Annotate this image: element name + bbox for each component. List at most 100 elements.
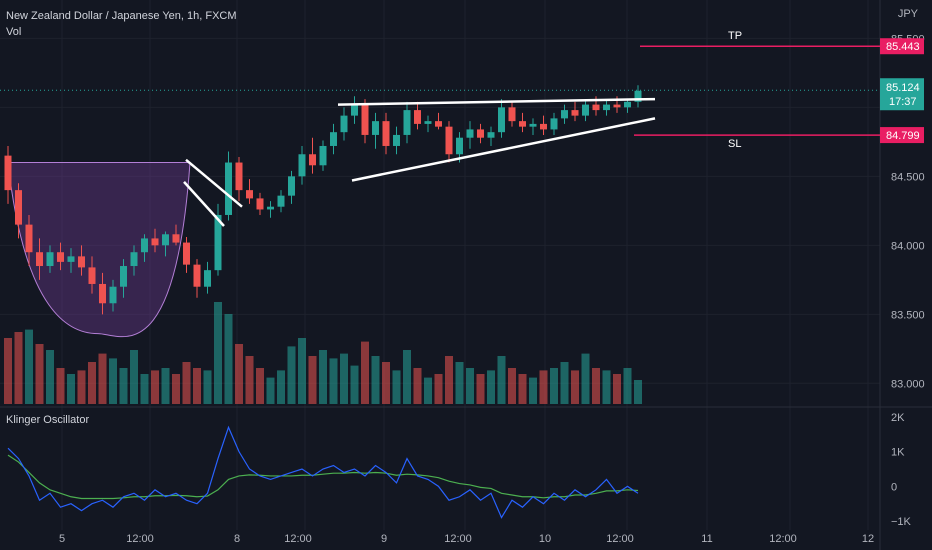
candle[interactable] <box>613 104 621 108</box>
axis-currency: JPY <box>897 8 918 20</box>
candle[interactable] <box>550 118 558 130</box>
wedge-lower-line[interactable] <box>351 117 656 182</box>
candle[interactable] <box>634 90 642 102</box>
flag-upper-line[interactable] <box>185 158 243 208</box>
candle[interactable] <box>130 252 138 267</box>
time-axis-tick: 5 <box>59 533 65 545</box>
volume-bar <box>445 356 453 404</box>
volume-bar <box>571 370 579 404</box>
candle[interactable] <box>151 238 159 246</box>
volume-bar <box>518 374 527 404</box>
candle[interactable] <box>36 252 43 267</box>
candle[interactable] <box>214 214 222 271</box>
volume-bar <box>403 350 411 404</box>
candle[interactable] <box>582 104 589 116</box>
candle[interactable] <box>603 104 610 111</box>
volume-bar <box>140 374 149 404</box>
volume-bar <box>119 368 128 404</box>
candle[interactable] <box>424 121 432 124</box>
time-axis-tick: 12:00 <box>126 533 154 545</box>
candle[interactable] <box>466 129 474 138</box>
volume-bar <box>371 356 380 404</box>
candle[interactable] <box>529 123 537 127</box>
candle[interactable] <box>414 110 421 124</box>
candle[interactable] <box>382 121 390 146</box>
current-price-badge <box>880 78 924 111</box>
volume-bar <box>329 358 338 404</box>
candle[interactable] <box>25 224 33 253</box>
candle[interactable] <box>15 190 22 225</box>
candle[interactable] <box>256 198 264 210</box>
candle[interactable] <box>246 190 253 199</box>
candle[interactable] <box>340 115 348 133</box>
candle[interactable] <box>183 242 190 265</box>
candle[interactable] <box>141 238 148 253</box>
candle[interactable] <box>445 126 453 155</box>
candle[interactable] <box>309 154 316 166</box>
candle[interactable] <box>319 145 327 166</box>
volume-bar <box>266 377 275 404</box>
candle[interactable] <box>435 121 442 127</box>
volume-bar <box>392 370 401 404</box>
volume-bar <box>98 353 107 404</box>
candle[interactable] <box>372 121 379 135</box>
volume-bar <box>235 344 243 404</box>
candle[interactable] <box>99 283 106 304</box>
volume-bar <box>214 302 222 404</box>
volume-bar <box>193 368 201 404</box>
candle[interactable] <box>162 234 169 246</box>
candle[interactable] <box>235 162 243 191</box>
candle[interactable] <box>78 256 85 268</box>
volume-bar <box>277 370 285 404</box>
candle[interactable] <box>120 266 127 287</box>
volume-bar <box>14 332 23 404</box>
volume-bar <box>130 350 138 404</box>
candle[interactable] <box>330 132 337 146</box>
candle[interactable] <box>487 132 495 138</box>
candle[interactable] <box>57 252 64 262</box>
candle[interactable] <box>288 176 295 196</box>
candle[interactable] <box>351 104 358 116</box>
osc-axis-tick: −1K <box>891 516 912 528</box>
candle[interactable] <box>225 162 232 215</box>
candle[interactable] <box>361 104 369 135</box>
candle[interactable] <box>592 104 600 111</box>
volume-bar <box>592 368 600 404</box>
candle[interactable] <box>571 110 579 116</box>
candle[interactable] <box>519 121 526 127</box>
candle[interactable] <box>4 155 12 191</box>
candle[interactable] <box>88 267 96 284</box>
candle[interactable] <box>193 264 201 287</box>
candle[interactable] <box>277 195 285 207</box>
cup-pattern-shape[interactable] <box>7 162 191 338</box>
candle[interactable] <box>403 110 411 135</box>
candle[interactable] <box>508 107 516 122</box>
candle[interactable] <box>109 286 117 304</box>
volume-bar <box>161 368 170 404</box>
time-axis-tick: 11 <box>701 533 712 545</box>
candle[interactable] <box>498 107 505 133</box>
candle[interactable] <box>267 206 274 210</box>
candle[interactable] <box>477 129 484 138</box>
volume-bar <box>298 338 306 404</box>
flag-lower-line[interactable] <box>183 181 225 227</box>
volume-bar <box>550 368 558 404</box>
volume-bar <box>424 377 432 404</box>
candle[interactable] <box>456 137 463 155</box>
volume-bar <box>539 370 548 404</box>
candle[interactable] <box>624 101 631 108</box>
candle[interactable] <box>540 123 547 130</box>
candle[interactable] <box>298 154 306 177</box>
volume-bar <box>413 368 422 404</box>
candle[interactable] <box>46 252 54 267</box>
candle[interactable] <box>204 270 211 287</box>
oscillator-title: Klinger Oscillator <box>6 414 90 426</box>
wedge-upper-line[interactable] <box>337 97 656 106</box>
osc-axis-tick: 1K <box>891 447 905 459</box>
candle[interactable] <box>67 256 75 262</box>
candle[interactable] <box>561 110 568 119</box>
candle[interactable] <box>172 234 180 243</box>
candle[interactable] <box>393 134 400 146</box>
